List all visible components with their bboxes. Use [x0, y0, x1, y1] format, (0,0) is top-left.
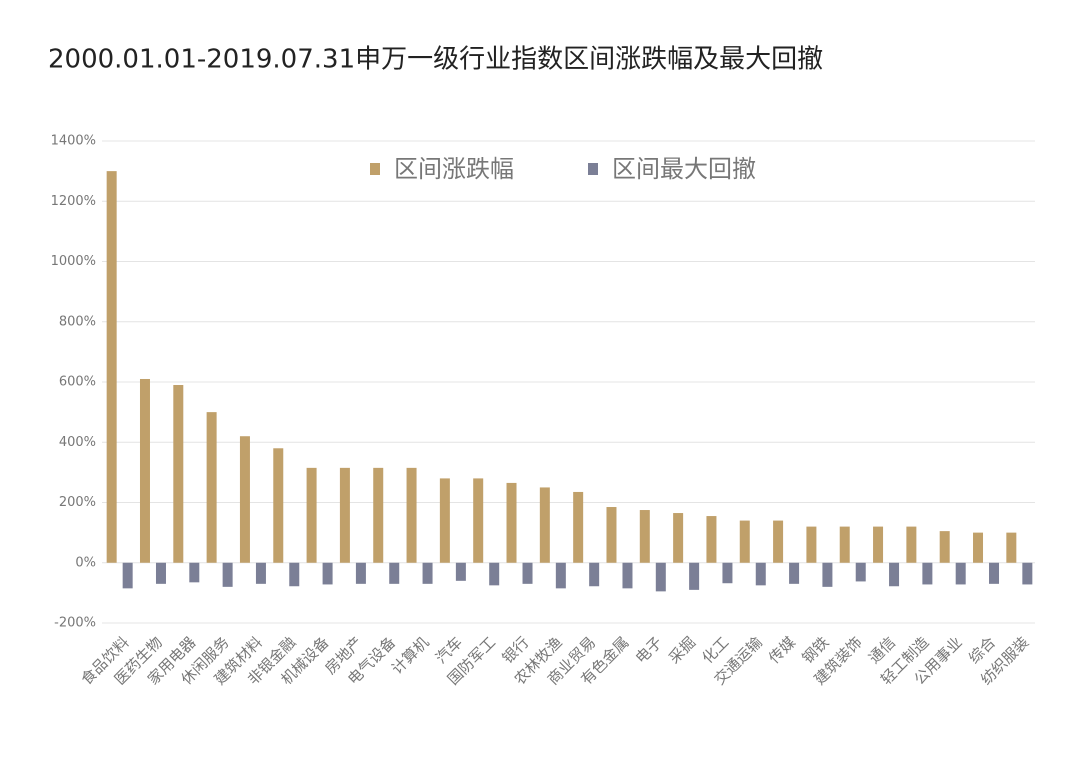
bar: [422, 562, 433, 584]
bar: [355, 562, 366, 584]
bar: [373, 467, 384, 563]
bar: [706, 516, 717, 563]
bar: [606, 507, 617, 563]
x-tick-label: 计算机: [388, 633, 433, 678]
bar: [522, 562, 533, 584]
bar: [939, 531, 950, 563]
bar: [173, 385, 184, 563]
bar: [922, 562, 933, 585]
bar: [1006, 532, 1017, 563]
bar: [955, 562, 966, 585]
bar: [539, 487, 550, 563]
bar: [655, 562, 666, 592]
bar: [822, 562, 833, 587]
bar: [206, 412, 217, 563]
bar: [889, 562, 900, 587]
bar: [773, 520, 784, 563]
bar: [306, 467, 317, 563]
legend-label: 区间涨跌幅: [394, 155, 514, 183]
bar: [139, 378, 150, 563]
bar: [1022, 562, 1033, 585]
bar: [673, 513, 684, 563]
bar: [639, 510, 650, 563]
y-tick-label: 200%: [59, 495, 96, 510]
bar: [855, 562, 866, 582]
y-tick-label: 600%: [59, 375, 96, 390]
x-tick-label: 采掘: [665, 633, 699, 667]
bar: [973, 532, 984, 563]
bar: [873, 526, 884, 563]
y-tick-label: 1400%: [51, 134, 96, 149]
y-tick-label: -200%: [54, 616, 96, 631]
x-tick-label: 传媒: [765, 633, 799, 667]
bar: [155, 562, 166, 584]
bar: [189, 562, 200, 583]
bar: [589, 562, 600, 587]
bar: [406, 467, 417, 563]
bar: [573, 491, 584, 563]
bar: [906, 526, 917, 563]
bar: [222, 562, 233, 587]
legend-label: 区间最大回撤: [612, 155, 756, 183]
bar: [689, 562, 700, 590]
bar: [555, 562, 566, 589]
bar: [339, 467, 350, 563]
bar: [106, 171, 117, 563]
bar: [289, 562, 300, 587]
bar: [489, 562, 500, 586]
bar: [739, 520, 750, 563]
bar: [439, 478, 450, 563]
chart-title: 2000.01.01-2019.07.31申万一级行业指数区间涨跌幅及最大回撤: [48, 45, 823, 75]
bar: [839, 526, 850, 563]
bar: [122, 562, 133, 589]
y-tick-label: 400%: [59, 435, 96, 450]
bar: [622, 562, 633, 589]
bar: [255, 562, 266, 584]
bar: [989, 562, 1000, 584]
bar: [722, 562, 733, 584]
bar: [506, 482, 517, 563]
legend-swatch: [588, 163, 598, 175]
legend-swatch: [370, 163, 380, 175]
bar: [806, 526, 817, 563]
bar: [473, 478, 484, 563]
y-tick-label: 1200%: [51, 194, 96, 209]
bar: [755, 562, 766, 586]
bar: [239, 436, 250, 563]
y-tick-label: 800%: [59, 314, 96, 329]
bar: [389, 562, 400, 584]
bar: [322, 562, 333, 585]
x-tick-label: 电子: [632, 633, 666, 667]
bar: [273, 448, 284, 563]
y-tick-label: 1000%: [51, 254, 96, 269]
bar: [789, 562, 800, 584]
y-tick-label: 0%: [75, 555, 96, 570]
bar: [455, 562, 466, 581]
